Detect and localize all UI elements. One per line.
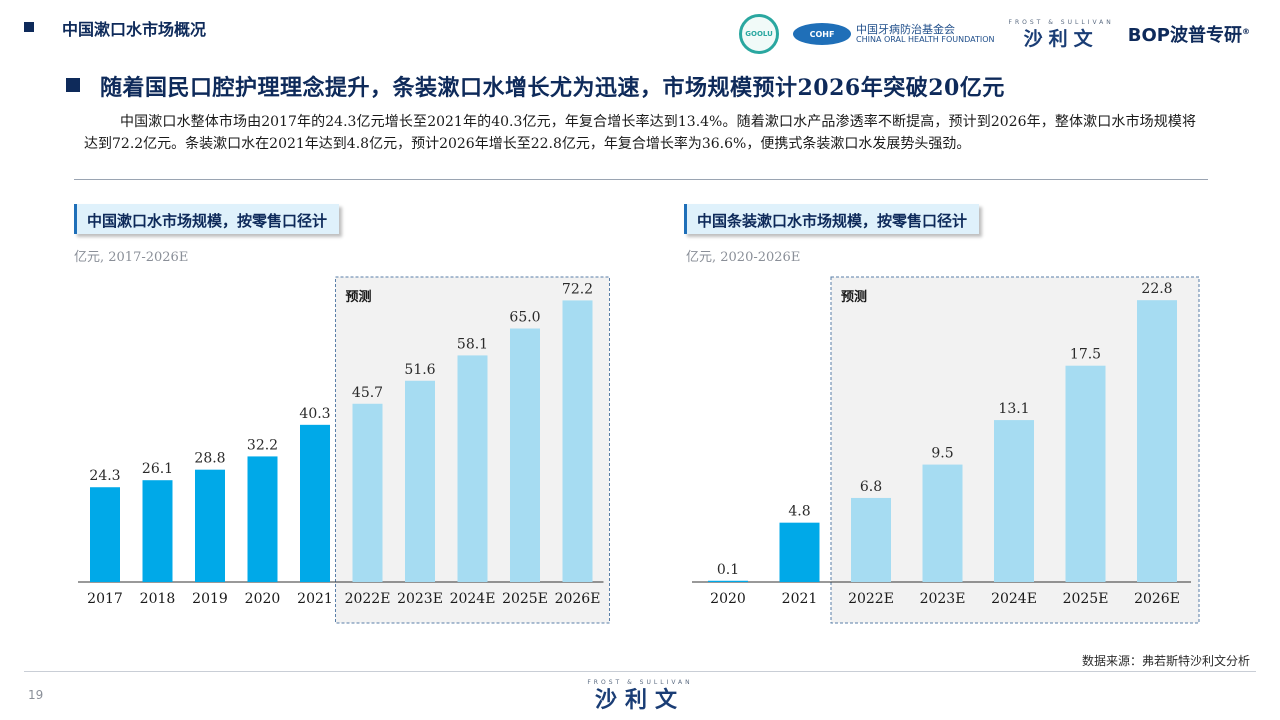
main-title-square-icon xyxy=(66,78,80,92)
footer-logo-cn: 沙利文 xyxy=(594,688,685,713)
section-title: 中国漱口水市场概况 xyxy=(62,20,207,39)
value-label-2022E: 45.7 xyxy=(352,385,383,401)
fs-logo-cn: 沙利文 xyxy=(1023,27,1099,50)
forecast-label: 预测 xyxy=(841,289,867,305)
tick-label-2024E: 2024E xyxy=(450,591,496,607)
bar-2019 xyxy=(195,469,225,582)
value-label-2025E: 65.0 xyxy=(509,310,540,326)
summary-divider xyxy=(74,179,1208,180)
page-title: 随着国民口腔护理理念提升，条装漱口水增长尤为迅速，市场规模预计2026年突破20… xyxy=(100,75,1005,101)
bar-2020 xyxy=(708,580,748,582)
tick-label-2023E: 2023E xyxy=(920,591,966,607)
forecast-label: 预测 xyxy=(346,289,372,305)
tick-label-2020: 2020 xyxy=(245,591,281,607)
header-square-icon xyxy=(24,22,34,32)
tick-label-2025E: 2025E xyxy=(1063,591,1109,607)
bar-2023E xyxy=(922,464,963,582)
cohf-name-cn: 中国牙病防治基金会 xyxy=(856,22,956,36)
value-label-2023E: 9.5 xyxy=(931,446,953,462)
bar-2024E xyxy=(994,420,1034,582)
frost-sullivan-logo: FROST & SULLIVAN 沙利文 xyxy=(1008,18,1114,50)
cohf-name-en: CHINA ORAL HEALTH FOUNDATION xyxy=(856,34,995,44)
bar-2018 xyxy=(142,480,173,582)
bar-2024E xyxy=(457,355,488,582)
tick-label-2024E: 2024E xyxy=(991,591,1037,607)
data-source: 数据来源：弗若斯特沙利文分析 xyxy=(1081,654,1250,668)
chart1-title: 中国漱口水市场规模，按零售口径计 xyxy=(74,204,340,234)
value-label-2024E: 58.1 xyxy=(457,336,488,352)
bop-logo: BOP波普专研® xyxy=(1128,21,1250,47)
logo-bar: GOOLU COHF 中国牙病防治基金会 CHINA ORAL HEALTH F… xyxy=(739,12,1250,56)
bar-2025E xyxy=(1065,365,1106,582)
summary-paragraph: 中国漱口水整体市场由2017年的24.3亿元增长至2021年的40.3亿元，年复… xyxy=(84,114,1196,152)
bar-2020 xyxy=(247,456,278,582)
tick-label-2022E: 2022E xyxy=(345,591,391,607)
cohf-badge: COHF xyxy=(793,23,852,45)
tick-label-2025E: 2025E xyxy=(502,591,548,607)
chart1-unit-label: 亿元, 2017-2026E xyxy=(74,250,189,265)
chart1-bar-chart: 预测 24.3 2017 26.1 2018 28.8 2019 32.2 2020 40.3 20… xyxy=(78,276,610,624)
tick-label-2021: 2021 xyxy=(782,591,818,607)
footer-logo-en: FROST & SULLIVAN xyxy=(587,679,693,686)
tick-label-2026E: 2026E xyxy=(1134,591,1180,607)
cohf-logo: COHF 中国牙病防治基金会 CHINA ORAL HEALTH FOUNDAT… xyxy=(793,22,995,45)
tick-label-2022E: 2022E xyxy=(848,591,894,607)
bop-logo-text: BOP波普专研 xyxy=(1127,25,1242,46)
value-label-2020: 32.2 xyxy=(247,437,278,453)
bar-2021 xyxy=(779,522,820,582)
bar-2021 xyxy=(300,424,330,582)
tick-label-2019: 2019 xyxy=(192,591,228,607)
value-label-2026E: 22.8 xyxy=(1141,281,1172,297)
bar-2022E xyxy=(851,497,891,582)
value-label-2018: 26.1 xyxy=(142,461,173,477)
footer-logo: FROST & SULLIVAN 沙利文 xyxy=(560,680,720,712)
bar-2017 xyxy=(90,487,120,582)
chart2-bar-chart: 预测 0.1 2020 4.8 2021 6.8 2022E 9.5 2023E 13.1 2024… xyxy=(692,276,1200,624)
value-label-2021: 40.3 xyxy=(299,406,330,422)
bar-2025E xyxy=(510,328,540,582)
page-number: 19 xyxy=(28,688,44,702)
tick-label-2023E: 2023E xyxy=(397,591,443,607)
chart2-title: 中国条装漱口水市场规模，按零售口径计 xyxy=(684,204,980,234)
fs-logo-en: FROST & SULLIVAN xyxy=(1008,18,1114,26)
bar-2023E xyxy=(405,380,435,582)
value-label-2024E: 13.1 xyxy=(998,401,1029,417)
bar-2026E xyxy=(1137,300,1177,582)
registered-mark: ® xyxy=(1242,27,1250,36)
value-label-2025E: 17.5 xyxy=(1070,347,1101,363)
value-label-2021: 4.8 xyxy=(788,504,810,520)
chart2-unit-label: 亿元, 2020-2026E xyxy=(686,250,801,265)
tick-label-2021: 2021 xyxy=(297,591,333,607)
bar-2026E xyxy=(562,300,593,582)
value-label-2017: 24.3 xyxy=(89,468,120,484)
value-label-2022E: 6.8 xyxy=(860,479,882,495)
value-label-2019: 28.8 xyxy=(194,451,225,467)
goolu-logo: GOOLU xyxy=(739,14,780,54)
tick-label-2020: 2020 xyxy=(710,591,746,607)
value-label-2026E: 72.2 xyxy=(562,281,593,297)
tick-label-2017: 2017 xyxy=(87,591,123,607)
bar-2022E xyxy=(352,403,383,582)
tick-label-2026E: 2026E xyxy=(555,591,601,607)
value-label-2023E: 51.6 xyxy=(404,362,435,378)
tick-label-2018: 2018 xyxy=(140,591,176,607)
footer-divider xyxy=(24,671,1256,672)
value-label-2020: 0.1 xyxy=(717,562,739,578)
